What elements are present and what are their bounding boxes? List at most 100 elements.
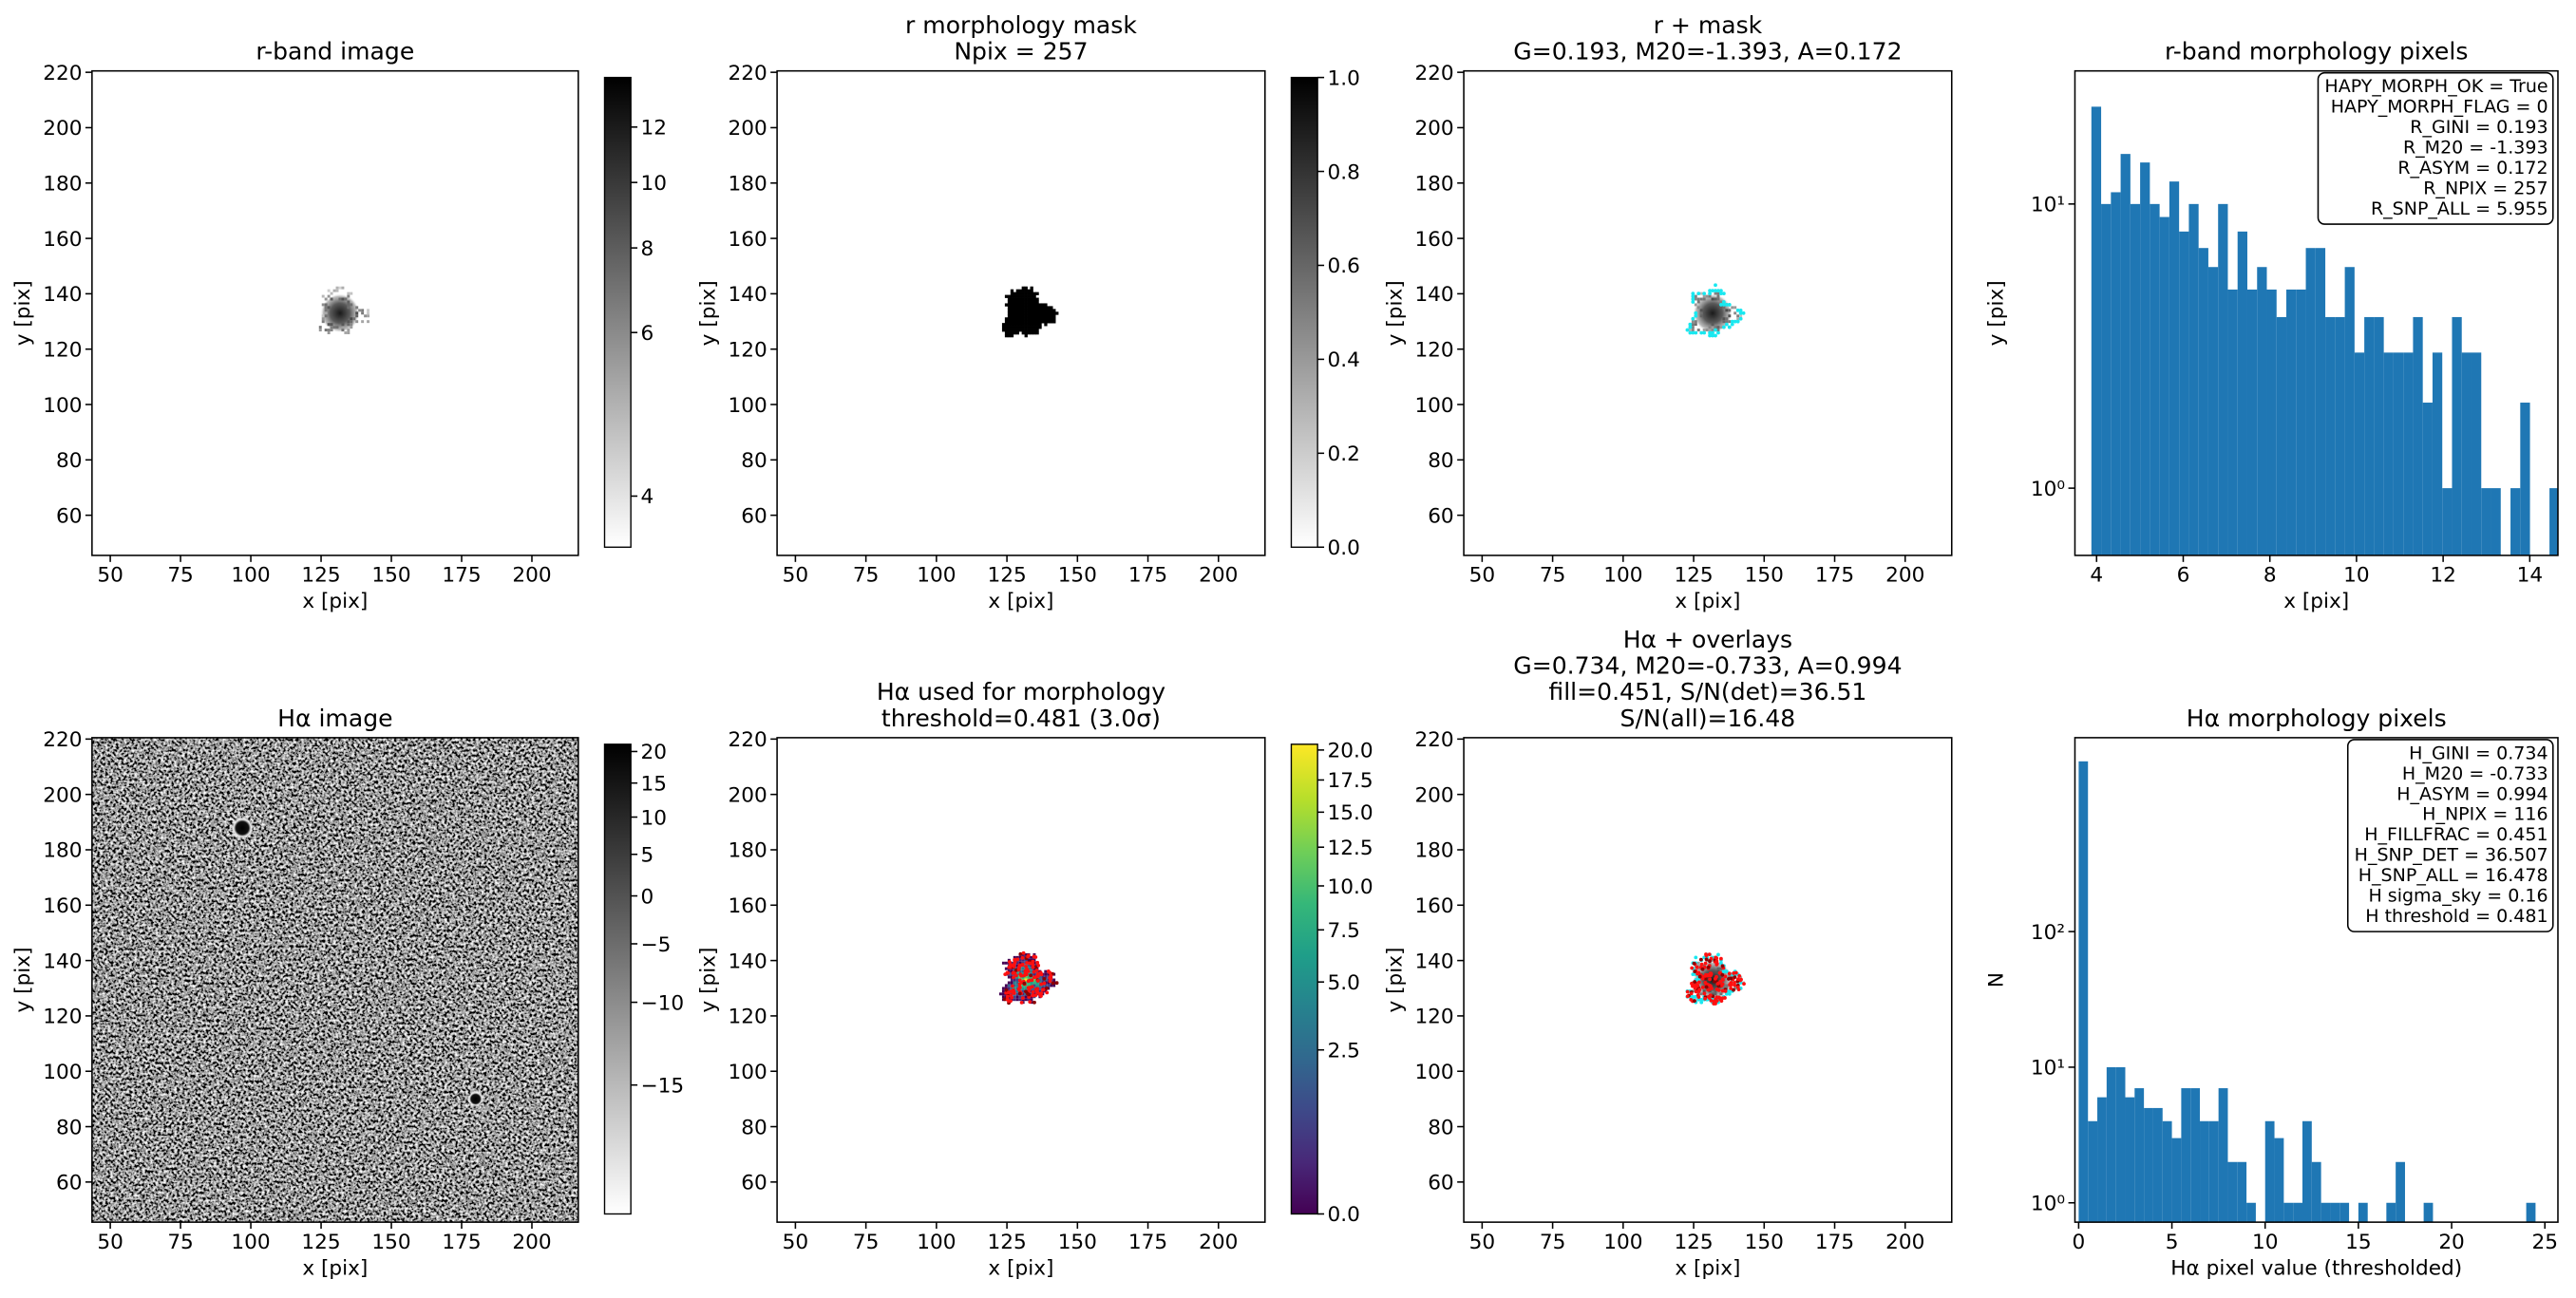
red-marker [1693,986,1697,990]
image-pixel [1030,958,1033,962]
red-marker [1716,988,1721,992]
mask-pixel [1038,306,1042,310]
red-marker [1012,991,1016,995]
image-pixel [1030,967,1033,970]
red-marker [1032,969,1036,974]
red-marker [1704,985,1709,989]
histogram-bar [2526,1202,2536,1223]
image-pixel [1015,989,1019,993]
image-pixel [1699,292,1703,295]
red-marker [1031,962,1035,967]
axes-frame [2074,69,2559,556]
x-tick-label: 8 [2263,564,2277,588]
red-marker [1719,956,1723,961]
x-tick-label: 25 [2531,1231,2557,1254]
image-pixel [1728,309,1732,312]
y-tick-label: 140 [728,950,767,973]
image-pixel [330,323,333,327]
image-pixel [347,331,350,334]
image-pixel [338,286,342,290]
y-tick-label: 220 [43,62,82,85]
red-marker [1714,962,1719,967]
image-pixel [1731,306,1734,310]
red-marker [1011,971,1015,975]
image-pixel [1044,989,1048,993]
annotation-line: R_SNP_ALL = 5.955 [2371,198,2548,219]
mask-pixel [1013,323,1017,327]
mask-pixel [1010,329,1014,332]
histogram-bar [2358,1202,2368,1223]
red-marker [1012,975,1015,980]
red-marker [1008,960,1012,964]
mask-pixel [1035,303,1039,307]
mask-pixel [1044,303,1048,307]
x-tick-label: 0 [2073,1231,2086,1254]
red-marker [1039,991,1044,996]
mask-pixel [1032,323,1036,327]
image-pixel [1722,984,1726,988]
red-marker [1015,957,1020,962]
image-pixel [350,292,353,295]
y-tick-label: 180 [728,839,767,863]
red-marker [1032,1000,1036,1005]
mask-pixel [1032,306,1036,310]
x-tick-label: 4 [2090,564,2103,588]
image-pixel [1030,964,1033,968]
mask-pixel [1035,314,1039,318]
image-pixel [1013,987,1016,990]
red-marker [1009,999,1013,1004]
x-tick-label: 175 [1128,1231,1167,1254]
mask-pixel [1013,331,1017,335]
colorbar-tick-label: 12.5 [1328,837,1373,860]
mask-pixel [1004,320,1009,324]
image-pixel [1041,984,1045,988]
mask-pixel [1030,314,1033,318]
mask-pixel [1024,331,1028,335]
image-pixel [361,320,365,324]
image-pixel [1001,995,1005,999]
histogram-bar [2171,1138,2182,1223]
image-pixel [1007,984,1011,988]
image-pixel [367,320,370,324]
mask-pixel [1041,309,1045,312]
cyan-marker [1688,322,1693,327]
image-pixel [1010,998,1013,1002]
y-tick-label: 120 [728,338,767,362]
cyan-marker [1724,991,1729,996]
mask-pixel [1018,303,1022,307]
y-tick-label: 120 [728,1006,767,1029]
mask-pixel [1041,320,1045,324]
image-pixel [1027,964,1031,968]
mask-pixel [1024,294,1028,298]
image-pixel [1010,969,1013,973]
red-marker [1023,970,1028,975]
axes-frame [2074,737,2559,1223]
image-pixel [1722,320,1726,324]
y-tick-label: 10¹ [2031,194,2065,217]
red-marker [1737,973,1742,978]
image-pixel [324,309,328,312]
red-marker [1685,994,1690,999]
image-pixel [1013,978,1016,982]
red-marker [1689,991,1694,996]
colorbar [603,76,632,548]
image-pixel [1714,989,1717,993]
mask-pixel [1030,306,1033,310]
red-marker [1690,966,1695,970]
mask-pixel [1015,309,1020,312]
red-marker [1692,961,1696,966]
mask-pixel [1044,320,1048,324]
image-pixel [1021,987,1025,990]
x-tick-label: 100 [231,564,270,588]
mask-pixel [1013,314,1017,318]
red-marker [1714,995,1719,1000]
image-pixel [321,303,325,307]
y-tick-label: 220 [728,62,767,85]
image-pixel [1708,326,1712,329]
x-axis-label: x [pix] [988,1256,1053,1280]
mask-pixel [1007,306,1012,310]
y-tick-label: 200 [728,117,767,141]
cyan-marker [1691,294,1695,298]
image-pixel [1711,323,1714,327]
colorbar-tick-label: 6 [641,322,654,346]
